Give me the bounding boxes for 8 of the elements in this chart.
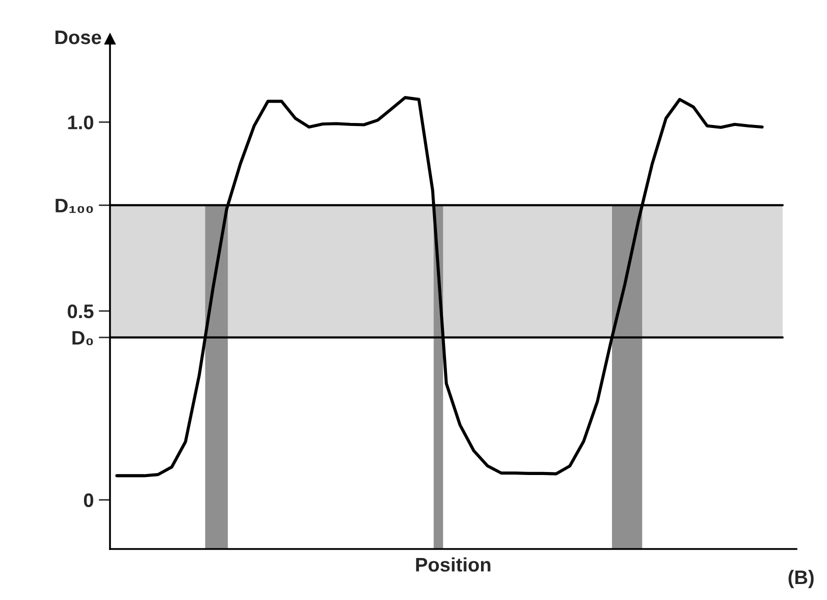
- y-tick-label: 0: [84, 493, 94, 508]
- y-tick-label: 0.5: [68, 304, 94, 318]
- y-axis-title: Dose: [56, 30, 102, 44]
- y-tick-label: 1.0: [68, 116, 94, 130]
- y-tick-label: D₁₀₀: [56, 198, 93, 213]
- x-axis-title: Position: [416, 557, 490, 572]
- y-tick-label: D₀: [72, 331, 93, 346]
- text: (B): [788, 570, 814, 588]
